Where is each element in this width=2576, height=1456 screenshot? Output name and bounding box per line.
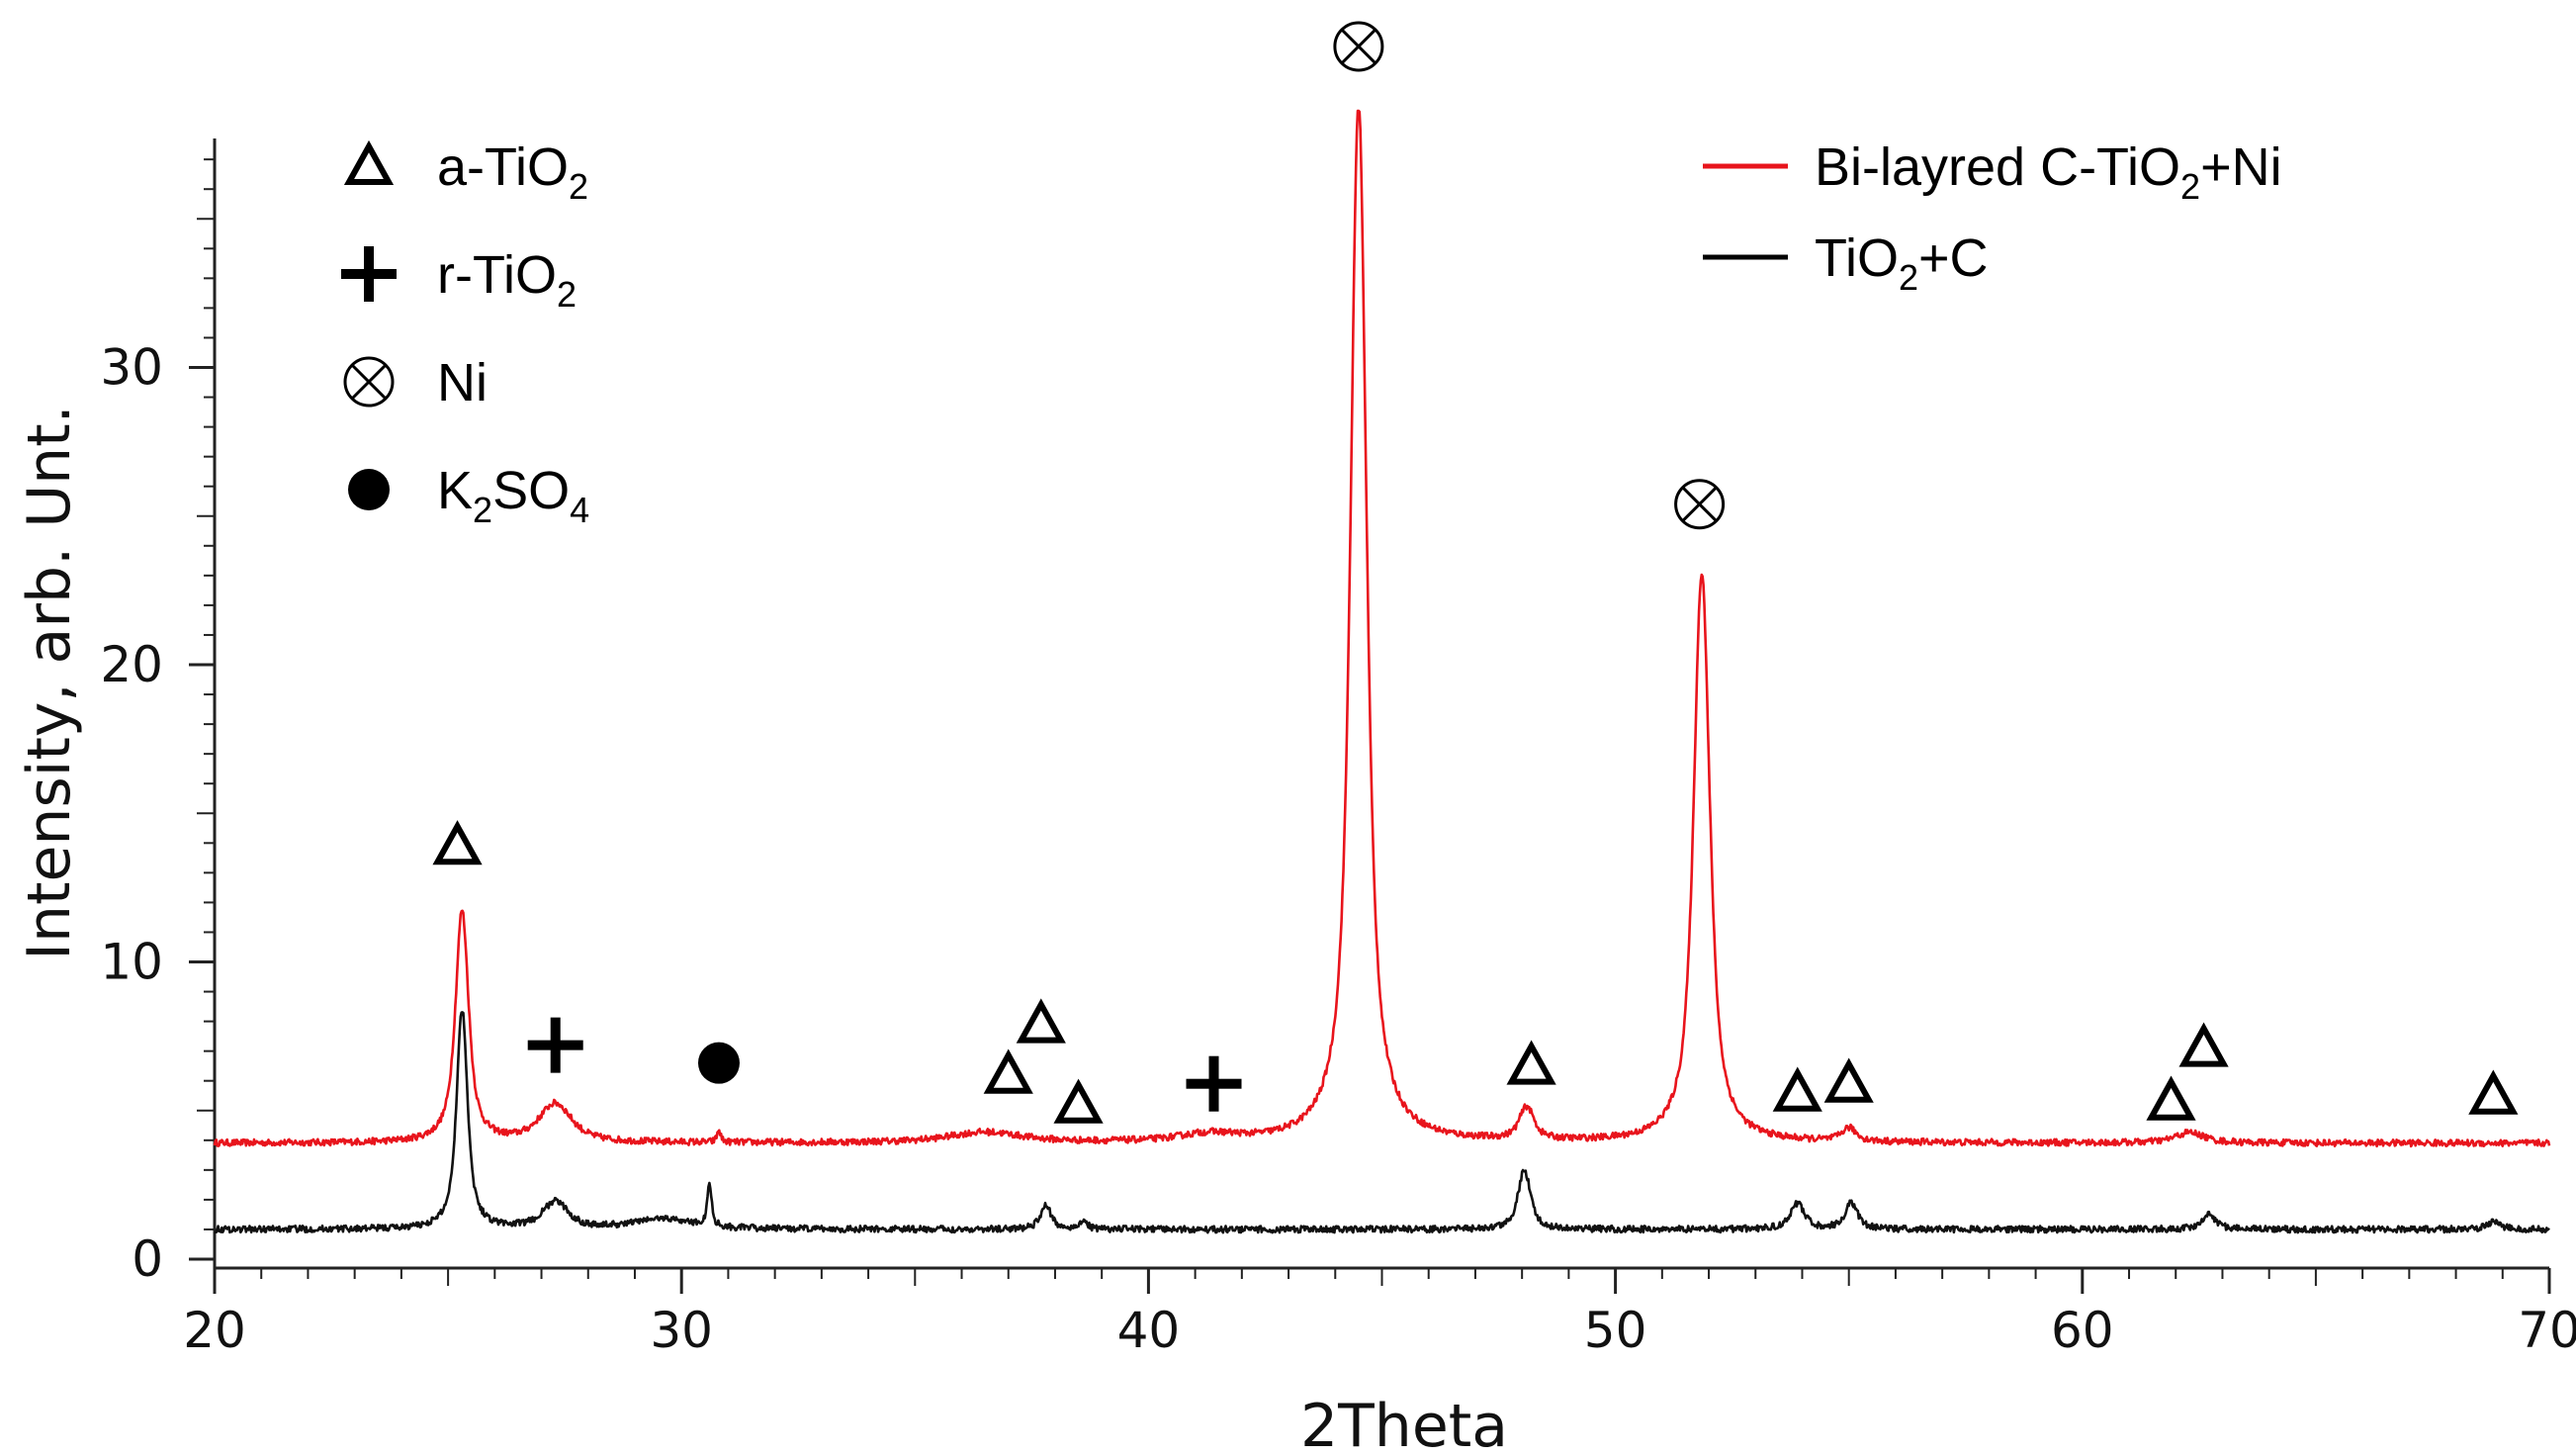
otimes-icon-x2 — [350, 363, 388, 401]
x-tick-label: 50 — [1584, 1302, 1647, 1359]
y-tick-label: 0 — [132, 1230, 163, 1288]
peak-marker-triangle — [2468, 1069, 2519, 1115]
peak-marker-plus — [1186, 1055, 1242, 1112]
peak-marker-triangle — [983, 1048, 1033, 1094]
legend-label-dot: K2SO4 — [437, 461, 589, 530]
triangle-icon — [1823, 1057, 1874, 1103]
plus-icon-v — [550, 1017, 561, 1073]
peak-marker-plus — [527, 1017, 583, 1073]
otimes-icon-x2 — [1340, 28, 1377, 65]
legend-series-label: Bi-layred C-TiO2+Ni — [1815, 137, 2282, 207]
peak-marker-triangle — [2146, 1075, 2196, 1121]
series-line-bilayer — [213, 109, 2551, 1148]
series-line-tio2-c — [214, 1011, 2550, 1234]
legend-symbol-dot — [348, 469, 390, 510]
otimes-icon — [1674, 479, 1726, 530]
series-layer — [213, 109, 2551, 1234]
otimes-icon-x2 — [1681, 486, 1718, 522]
plus-icon-v — [1208, 1055, 1219, 1112]
y-tick-label: 20 — [100, 636, 163, 693]
otimes-icon — [1333, 21, 1384, 72]
peak-markers — [432, 21, 2519, 1124]
x-tick-label: 40 — [1117, 1302, 1181, 1359]
dot-icon — [697, 1042, 740, 1084]
peak-marker-triangle — [1772, 1066, 1822, 1112]
triangle-icon — [2178, 1022, 2229, 1067]
triangle-icon — [1772, 1066, 1822, 1112]
triangle-icon — [432, 820, 483, 865]
legend-label-otimes: Ni — [437, 353, 488, 412]
triangle-icon — [1506, 1040, 1556, 1085]
triangle-icon — [2468, 1069, 2519, 1115]
legend-symbol-triangle — [343, 139, 395, 185]
legend-symbol-plus — [341, 246, 397, 302]
x-tick-label: 70 — [2518, 1302, 2576, 1359]
triangle-icon — [2146, 1075, 2196, 1121]
x-axis-title: 2Theta — [1300, 1392, 1508, 1456]
y-tick-label: 30 — [100, 339, 163, 397]
peak-marker-triangle — [432, 820, 483, 865]
otimes-icon — [343, 356, 395, 408]
triangle-icon — [1053, 1078, 1104, 1124]
phase-symbol-legend: a-TiO2 r-TiO2 Ni K2SO4 — [341, 137, 589, 530]
legend-symbol-otimes — [343, 356, 395, 408]
x-tick-label: 20 — [183, 1302, 246, 1359]
legend-label-triangle: a-TiO2 — [437, 137, 588, 207]
y-tick-label: 10 — [100, 934, 163, 991]
peak-marker-otimes — [1674, 479, 1726, 530]
peak-marker-triangle — [2178, 1022, 2229, 1067]
axes: 20 30 40 50 60 70 0 10 20 30 — [100, 138, 2576, 1359]
triangle-icon — [343, 139, 395, 185]
peak-marker-triangle — [1016, 998, 1066, 1044]
y-axis-title: Intensity, arb. Unt. — [15, 405, 84, 960]
peak-marker-triangle — [1823, 1057, 1874, 1103]
legend-series-label: TiO2+C — [1815, 228, 1989, 298]
peak-marker-triangle — [1506, 1040, 1556, 1085]
x-tick-label: 30 — [650, 1302, 713, 1359]
peak-marker-triangle — [1053, 1078, 1104, 1124]
triangle-icon — [1016, 998, 1066, 1044]
plus-icon-v — [364, 246, 374, 302]
triangle-icon — [983, 1048, 1033, 1094]
legend-label-plus: r-TiO2 — [437, 245, 577, 315]
dot-icon — [348, 469, 390, 510]
x-tick-label: 60 — [2051, 1302, 2114, 1359]
peak-marker-dot — [697, 1042, 740, 1084]
series-legend: Bi-layred C-TiO2+Ni TiO2+C — [1703, 137, 2282, 298]
peak-marker-otimes — [1333, 21, 1384, 72]
